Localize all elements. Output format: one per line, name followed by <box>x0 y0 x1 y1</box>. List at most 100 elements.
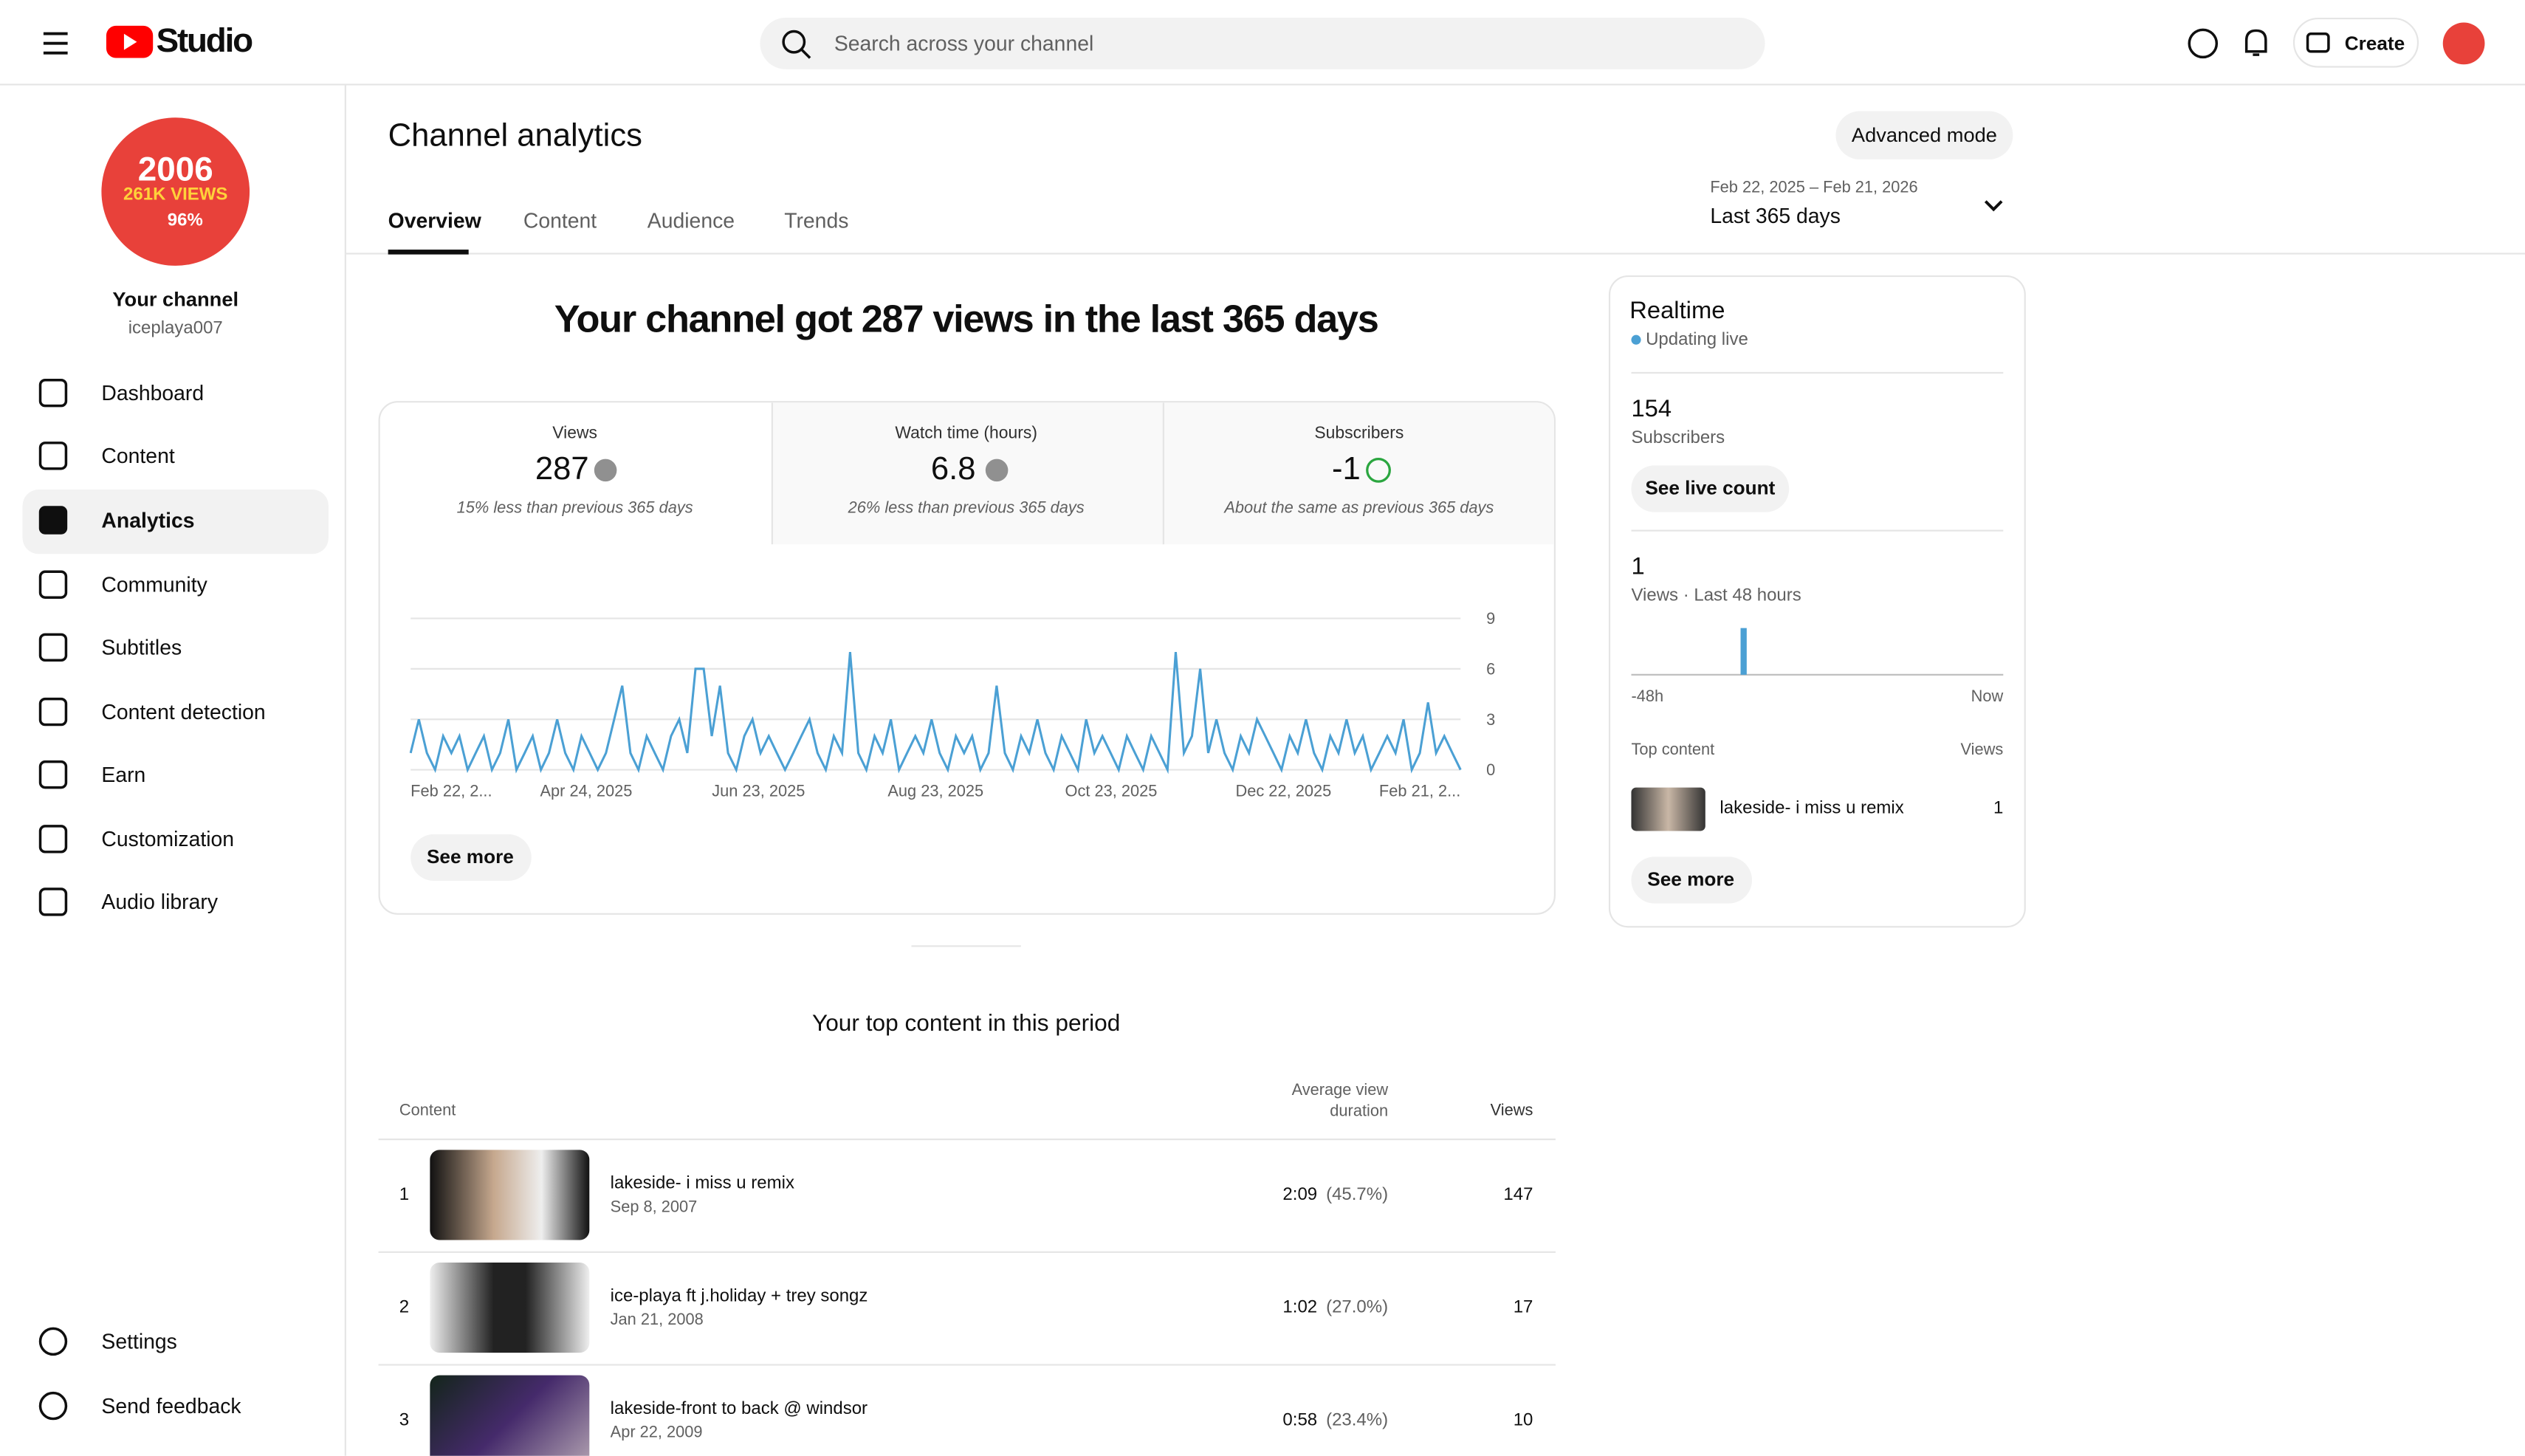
create-label[interactable]: Create <box>2344 32 2405 55</box>
nav-icon <box>38 378 68 408</box>
views-count: 1 <box>1631 553 1645 581</box>
bar <box>1740 628 1747 675</box>
metric-icon <box>594 459 617 482</box>
tab[interactable]: Overview <box>388 208 481 233</box>
tab[interactable]: Trends <box>784 208 849 233</box>
row-views: 17 <box>1513 1297 1533 1318</box>
search-icon <box>782 30 806 54</box>
live-dot <box>1631 334 1641 345</box>
logo-play <box>123 33 137 50</box>
advanced-mode-button[interactable] <box>1835 111 2013 159</box>
row-divider <box>378 1251 1556 1253</box>
metric-value: -1 <box>1332 451 1361 487</box>
x-tick-label: -48h <box>1631 688 1664 707</box>
search-placeholder[interactable]: Search across your channel <box>834 31 1094 56</box>
row-title[interactable]: ice-playa ft j.holiday + trey songz <box>610 1286 868 1306</box>
metric-note: 26% less than previous 365 days <box>848 500 1085 518</box>
advanced-mode-label[interactable]: Advanced mode <box>1851 123 1997 147</box>
top-item-title[interactable]: lakeside- i miss u remix <box>1720 798 1904 819</box>
nav-item[interactable]: Analytics <box>101 508 195 532</box>
nav-item[interactable]: Audio library <box>101 890 219 914</box>
row-duration: 2:09 <box>1282 1185 1318 1205</box>
nav-icon <box>38 760 68 789</box>
create-icon <box>2306 32 2330 53</box>
nav-item[interactable]: Earn <box>101 762 146 787</box>
nav-icon <box>38 697 68 727</box>
metric-value: 287 <box>535 451 589 487</box>
top-item-views: 1 <box>1993 798 2004 819</box>
date-range: Feb 22, 2025 – Feb 21, 2026 <box>1710 179 1918 198</box>
nav-item[interactable]: Community <box>101 572 207 597</box>
page-title: Channel analytics <box>388 118 642 154</box>
nav-item[interactable]: Settings <box>101 1329 177 1354</box>
row-duration-pct: (45.7%) <box>1326 1185 1389 1205</box>
column-header: Content <box>399 1102 456 1120</box>
bell-icon <box>2244 29 2267 56</box>
realtime-status: Updating live <box>1646 330 1748 350</box>
section-divider <box>911 945 1021 947</box>
metric-icon <box>985 459 1009 482</box>
channel-handle: iceplaya007 <box>128 318 223 339</box>
metric-label: Subscribers <box>1314 423 1404 443</box>
summary-card <box>378 401 1556 915</box>
column-header: Views <box>1490 1102 1533 1120</box>
row-title[interactable]: lakeside- i miss u remix <box>610 1174 794 1194</box>
metric-icon <box>1366 457 1391 483</box>
see-more-label[interactable]: See more <box>1647 868 1735 891</box>
topbar-border <box>0 83 2525 86</box>
menu-icon <box>43 32 68 35</box>
nav-item[interactable]: Content <box>101 443 175 468</box>
nav-item[interactable]: Send feedback <box>101 1393 241 1418</box>
channel-avatar <box>101 117 250 266</box>
x-tick-label: Feb 21, 2... <box>1378 783 1461 802</box>
create-button[interactable] <box>2292 17 2419 68</box>
y-tick-label: 9 <box>1486 609 1495 628</box>
row-divider <box>378 1364 1556 1366</box>
nav-item[interactable]: Subtitles <box>101 635 182 660</box>
x-tick-label: Oct 23, 2025 <box>1065 783 1158 802</box>
y-tick-label: 6 <box>1486 660 1495 679</box>
see-live-count-button[interactable] <box>1631 465 1790 512</box>
nav-item[interactable]: Dashboard <box>101 380 205 405</box>
views-column: Views <box>1960 741 2004 760</box>
row-date: Jan 21, 2008 <box>610 1311 704 1330</box>
nav-icon <box>38 570 68 599</box>
row-title[interactable]: lakeside-front to back @ windsor <box>610 1399 868 1419</box>
line-series <box>409 652 1462 775</box>
see-more-label[interactable]: See more <box>426 845 514 868</box>
help-icon <box>2188 28 2219 59</box>
views-label: Views · Last 48 hours <box>1631 586 1801 606</box>
metric-note: 15% less than previous 365 days <box>456 500 693 518</box>
account-avatar <box>2442 22 2485 65</box>
nav-item[interactable]: Customization <box>101 827 235 851</box>
channel-art: 261K VIEWS <box>123 185 228 205</box>
search-box[interactable] <box>760 17 1765 69</box>
column-header: Average view duration <box>1291 1082 1389 1122</box>
tab[interactable]: Audience <box>647 208 735 233</box>
row-duration: 1:02 <box>1282 1297 1318 1318</box>
metric-note: About the same as previous 365 days <box>1224 500 1494 518</box>
tab-underline <box>388 250 469 254</box>
nav-item[interactable]: Content detection <box>101 699 266 724</box>
row-rank: 2 <box>399 1297 410 1318</box>
channel-name: Your channel <box>112 288 239 311</box>
realtime-title: Realtime <box>1629 297 1725 325</box>
channel-art: 96% <box>167 210 203 230</box>
see-more-button[interactable] <box>1631 856 1753 904</box>
top-content-label: Top content <box>1631 741 1715 760</box>
period[interactable]: Last 365 days <box>1710 203 1841 228</box>
headline: Your channel got 287 views in the last 3… <box>554 298 1379 342</box>
nav-icon <box>38 1327 68 1356</box>
see-live-count-label[interactable]: See live count <box>1645 476 1776 500</box>
dropdown-icon <box>1984 200 2003 212</box>
row-date: Apr 22, 2009 <box>610 1424 703 1443</box>
row-views: 147 <box>1503 1185 1533 1205</box>
x-tick-label: Now <box>1971 688 2004 707</box>
see-more-button[interactable] <box>410 834 532 882</box>
menu-icon <box>43 41 68 45</box>
thumbnail <box>430 1150 590 1240</box>
tab[interactable]: Content <box>523 208 597 233</box>
